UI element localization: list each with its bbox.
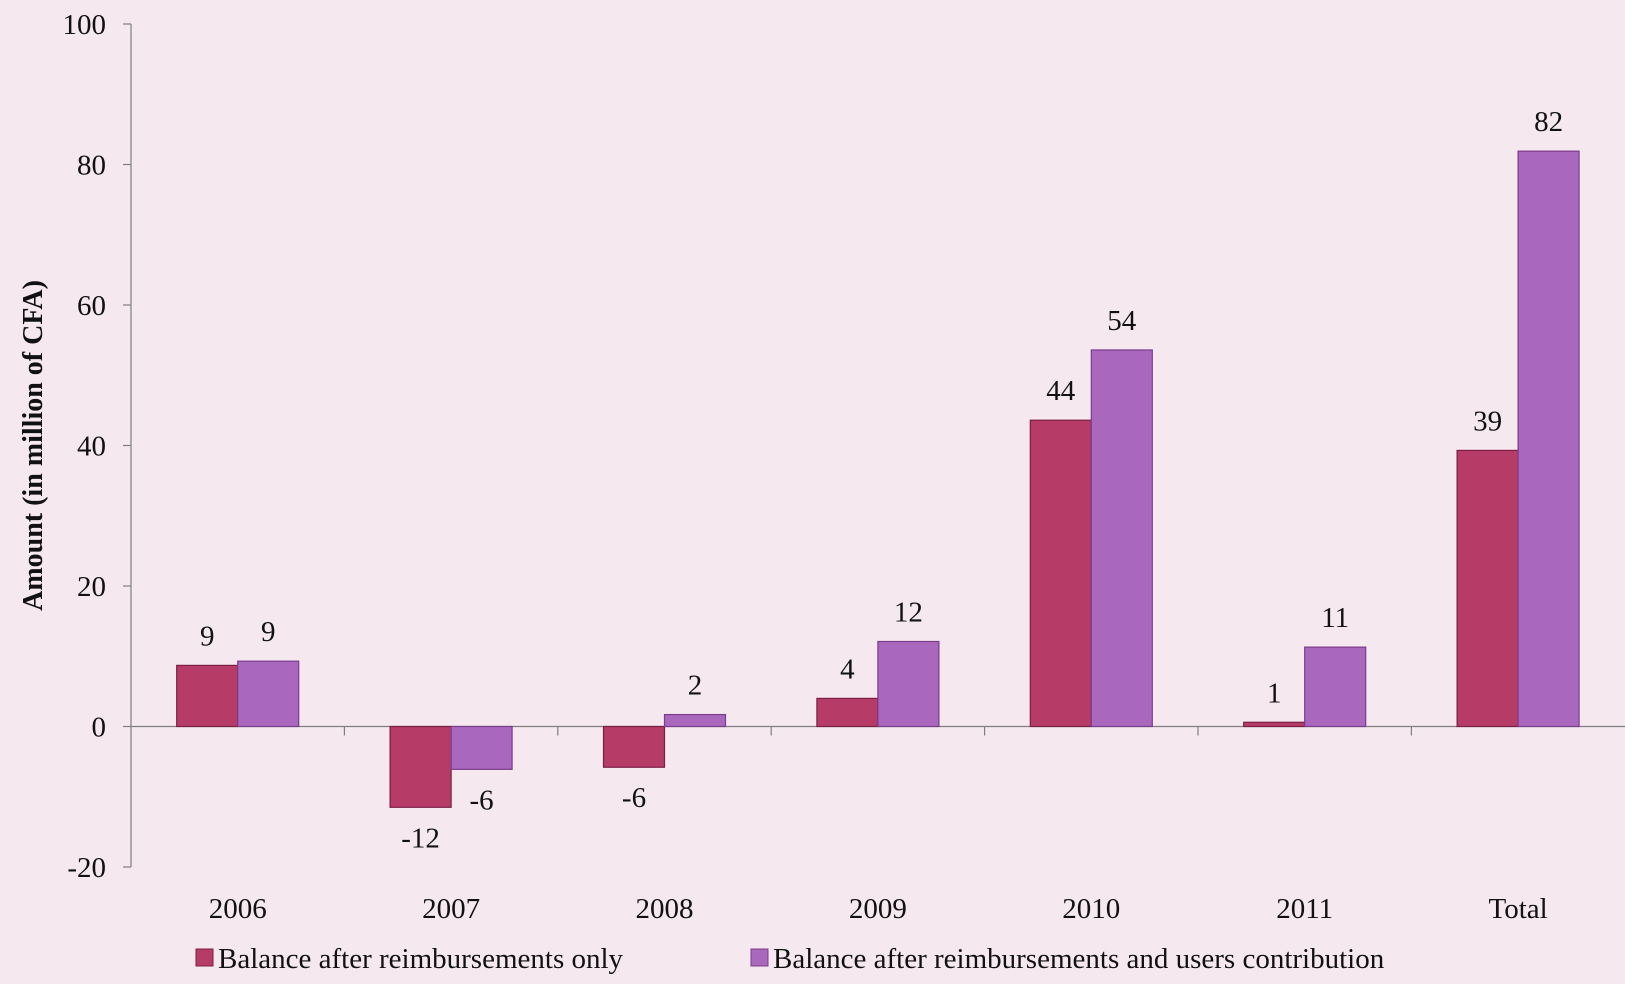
x-tick-label: Total — [1489, 893, 1548, 925]
data-label: 9 — [200, 620, 215, 652]
bar-reimbursements-only — [1456, 449, 1519, 728]
x-tick-label: 2010 — [1062, 893, 1120, 925]
x-tick-label: 2007 — [422, 893, 480, 925]
x-tick-label: 2011 — [1276, 893, 1333, 925]
bar-reimbursements-and-contribution — [663, 713, 727, 728]
bar-reimbursements-only — [389, 725, 452, 808]
y-tick-label: 100 — [63, 9, 107, 41]
data-label: 4 — [840, 653, 855, 685]
legend-label: Balance after reimbursements only — [218, 943, 624, 975]
y-tick-label: 80 — [77, 150, 106, 182]
axes: -20 0 20 40 60 80 100 2006 2007 2008 2009 2010 2011 T… — [18, 9, 1625, 925]
data-label: 11 — [1321, 602, 1349, 634]
y-tick-label: -20 — [67, 852, 106, 884]
legend-swatch — [195, 948, 214, 967]
bar-reimbursements-only — [602, 725, 666, 768]
x-tick-label: 2009 — [849, 893, 907, 925]
data-label: -12 — [401, 822, 440, 854]
data-label: -6 — [470, 784, 494, 816]
y-tick-label: 40 — [77, 431, 106, 463]
data-label: 9 — [261, 616, 276, 648]
y-tick-label: 0 — [92, 712, 107, 744]
data-label: 82 — [1534, 106, 1563, 138]
legend-label: Balance after reimbursements and users c… — [773, 943, 1385, 975]
x-tick-label: 2006 — [209, 893, 267, 925]
bar-reimbursements-and-contribution — [237, 660, 300, 728]
data-label: 12 — [894, 596, 923, 628]
bar-reimbursements-only — [1243, 721, 1306, 728]
data-label: -6 — [622, 782, 646, 814]
bar-reimbursements-and-contribution — [1517, 150, 1580, 728]
bar-reimbursements-only — [816, 697, 879, 728]
legend-swatch — [750, 948, 769, 967]
bar-reimbursements-only — [1029, 419, 1092, 728]
x-tick-label: 2008 — [636, 893, 694, 925]
y-axis-title: Amount (in million of CFA) — [18, 280, 49, 611]
bar-reimbursements-and-contribution — [450, 725, 513, 770]
data-label: 54 — [1107, 305, 1137, 337]
y-tick-label: 60 — [77, 290, 106, 322]
data-label: 1 — [1267, 677, 1282, 709]
data-label: 39 — [1473, 405, 1502, 437]
data-label: 2 — [688, 670, 703, 702]
data-label: 44 — [1046, 375, 1076, 407]
legend: Balance after reimbursements only Balance… — [195, 943, 1385, 975]
bar-reimbursements-only — [176, 664, 239, 728]
bar-reimbursements-and-contribution — [877, 640, 940, 728]
bar-reimbursements-and-contribution — [1304, 646, 1367, 728]
bars — [176, 150, 1580, 808]
bar-reimbursements-and-contribution — [1090, 349, 1153, 728]
y-tick-label: 20 — [77, 571, 106, 603]
